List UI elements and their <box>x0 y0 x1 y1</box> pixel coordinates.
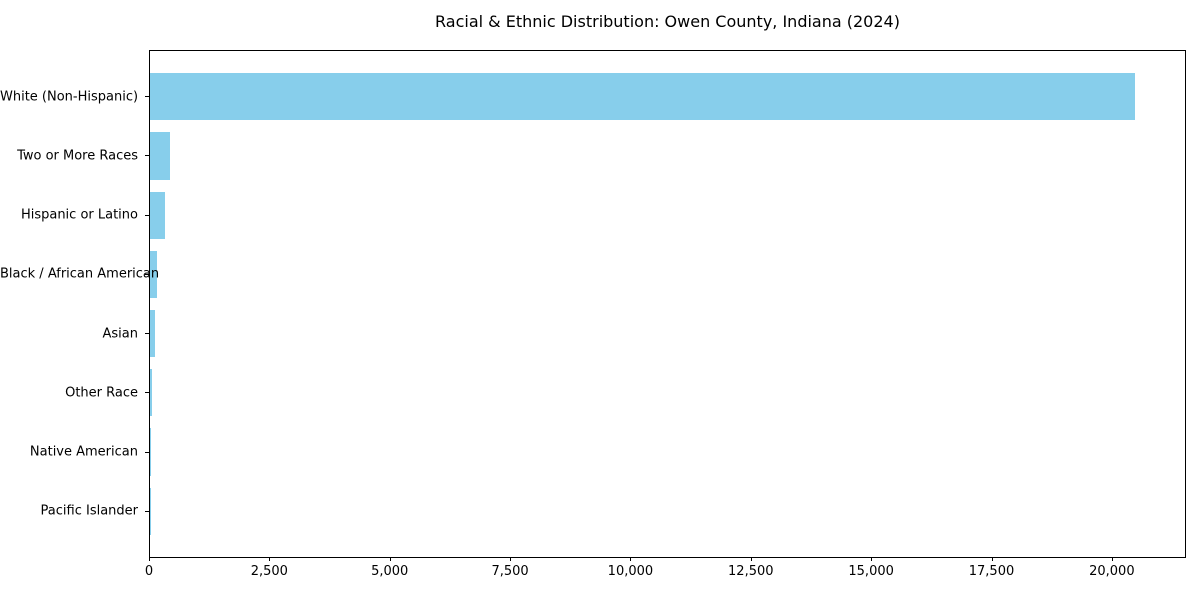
y-tick-mark <box>145 214 149 216</box>
x-tick-label: 15,000 <box>848 564 894 579</box>
x-tick-mark <box>149 557 150 561</box>
bar-two-or-more-races <box>150 132 170 180</box>
x-tick-mark <box>1111 557 1113 561</box>
x-tick-mark <box>750 557 752 561</box>
bar-native-american <box>150 428 151 476</box>
bar-black-african-american <box>150 250 158 299</box>
x-tick-label: 5,000 <box>371 564 409 579</box>
bar-hispanic-or-latino <box>150 191 166 239</box>
x-tick-mark <box>630 557 632 561</box>
x-tick-label: 10,000 <box>607 564 654 579</box>
y-tick-mark <box>145 96 149 98</box>
y-tick-label: Pacific Islander <box>40 503 138 519</box>
bar-asian <box>150 309 156 358</box>
y-tick-mark <box>145 510 149 512</box>
x-tick-mark <box>871 557 873 561</box>
x-tick-label: 0 <box>144 564 154 579</box>
x-tick-mark <box>389 557 391 561</box>
x-tick-label: 2,500 <box>250 564 288 579</box>
x-tick-mark <box>510 557 512 561</box>
bar-other-race <box>150 369 153 417</box>
x-tick-label: 17,500 <box>968 564 1015 579</box>
x-tick-label: 20,000 <box>1089 564 1135 579</box>
y-tick-mark <box>145 155 149 157</box>
bar-white-non-hispanic <box>150 73 1136 121</box>
x-tick-label: 7,500 <box>491 564 529 579</box>
y-tick-label: Black / African American <box>0 266 160 282</box>
y-tick-mark <box>145 333 149 335</box>
chart-title: Racial & Ethnic Distribution: Owen Count… <box>435 12 900 31</box>
x-tick-mark <box>269 557 271 561</box>
y-tick-label: Asian <box>102 326 138 342</box>
plot-area <box>149 50 1186 558</box>
y-tick-mark <box>145 273 149 275</box>
y-tick-label: Other Race <box>65 385 138 401</box>
x-tick-label: 12,500 <box>728 564 774 579</box>
y-tick-label: Two or More Races <box>17 148 138 164</box>
y-tick-label: Hispanic or Latino <box>20 207 138 223</box>
y-tick-label: Native American <box>29 444 138 460</box>
y-tick-label: White (Non-Hispanic) <box>0 89 139 105</box>
y-tick-mark <box>145 392 149 394</box>
x-tick-mark <box>991 557 993 561</box>
y-tick-mark <box>145 451 149 453</box>
